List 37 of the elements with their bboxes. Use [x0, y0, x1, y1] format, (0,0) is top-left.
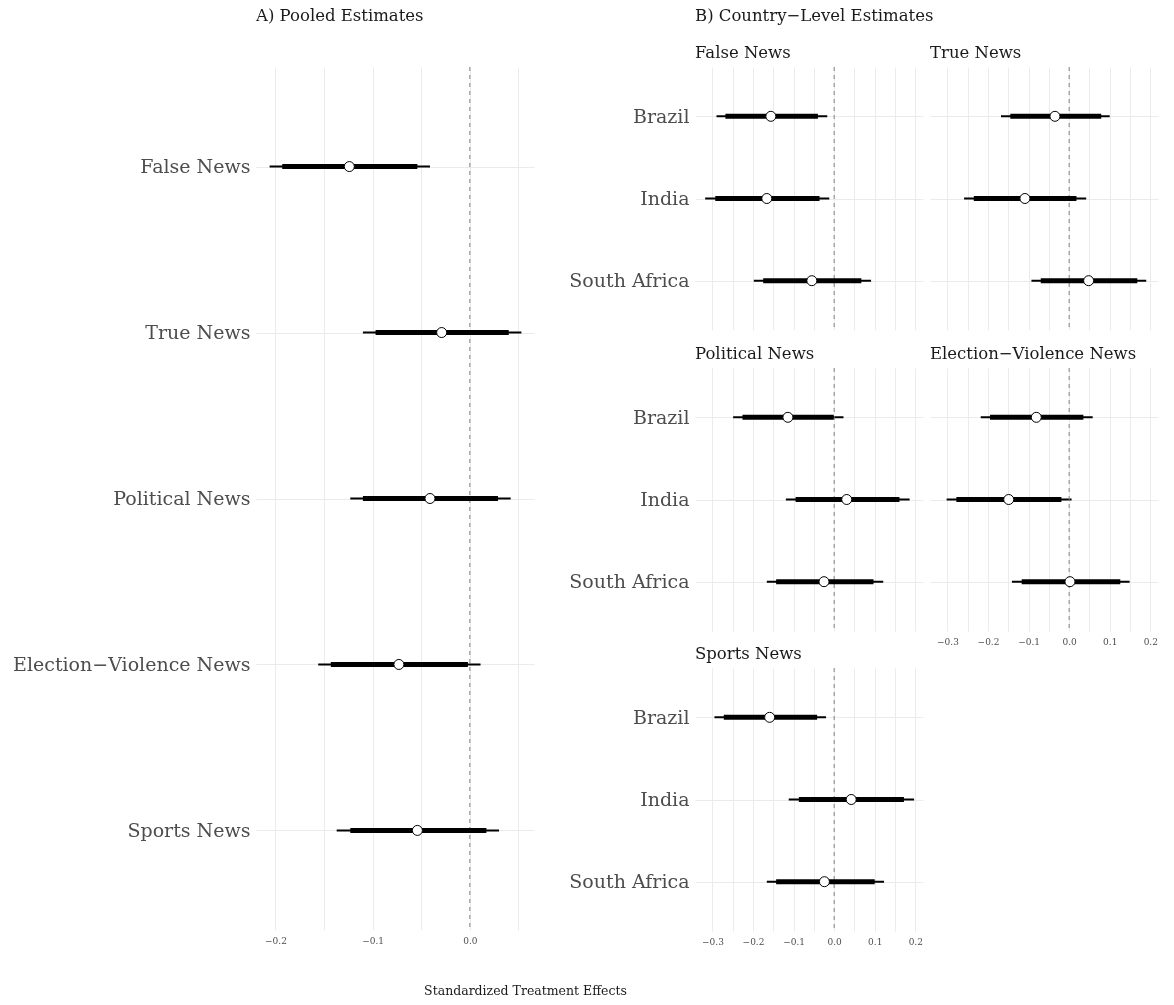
x-tick-label: −0.1: [783, 936, 806, 947]
chart-title: B) Country−Level Estimates: [695, 5, 934, 25]
chart-title: Election−Violence News: [930, 344, 1137, 363]
y-tick-label: India: [640, 488, 690, 510]
chart-title: True News: [930, 43, 1022, 62]
x-tick-label: −0.2: [977, 636, 1000, 647]
y-tick-label: South Africa: [569, 269, 690, 292]
x-tick-label: 0.0: [827, 936, 843, 947]
y-tick-label: South Africa: [569, 570, 690, 593]
y-tick-label: India: [640, 187, 690, 209]
chart-title: Sports News: [695, 644, 802, 663]
y-tick-label: Brazil: [632, 705, 690, 728]
y-tick-label: Election−Violence News: [13, 652, 251, 675]
x-tick-label: 0.1: [868, 936, 883, 947]
x-tick-label: −0.2: [265, 935, 287, 946]
chart-title: A) Pooled Estimates: [255, 6, 424, 25]
x-axis-title: Standardized Treatment Effects: [424, 982, 627, 998]
x-tick-label: 0.2: [908, 936, 923, 947]
x-tick-label: −0.3: [937, 636, 960, 647]
y-tick-label: False News: [140, 155, 251, 178]
x-tick-label: −0.1: [362, 935, 385, 946]
y-tick-label: South Africa: [569, 870, 690, 893]
x-tick-label: 0.2: [1143, 636, 1158, 647]
y-tick-label: Sports News: [127, 818, 251, 841]
chart-subtitle: False News: [695, 43, 791, 62]
y-tick-label: India: [640, 788, 690, 810]
x-tick-label: −0.2: [742, 936, 765, 947]
x-tick-label: −0.3: [702, 936, 725, 947]
x-tick-label: 0.0: [463, 935, 478, 946]
x-tick-label: 0.0: [1062, 636, 1078, 647]
x-tick-label: 0.1: [1103, 636, 1118, 647]
x-tick-label: −0.1: [1018, 636, 1041, 647]
y-tick-label: True News: [145, 321, 251, 344]
y-tick-label: Brazil: [632, 104, 690, 127]
chart-title: Political News: [695, 344, 815, 363]
y-tick-label: Brazil: [632, 405, 690, 428]
y-tick-label: Political News: [113, 487, 251, 509]
